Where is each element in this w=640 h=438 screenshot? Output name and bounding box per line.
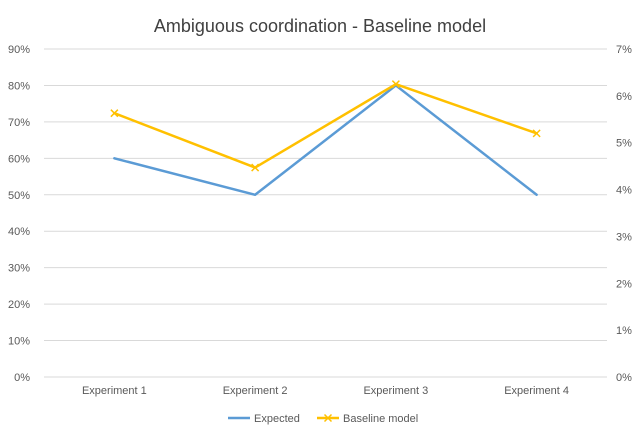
right-tick-label: 6% bbox=[616, 91, 632, 103]
right-axis-ticks: 0% 1% 2% 3% 4% 5% 6% 7% bbox=[616, 44, 632, 384]
legend: Expected Baseline model bbox=[228, 413, 418, 425]
gridlines bbox=[44, 48, 607, 378]
series-line-0 bbox=[113, 84, 538, 197]
series-line-1 bbox=[113, 82, 538, 169]
left-tick-label: 20% bbox=[8, 299, 30, 311]
left-tick-label: 90% bbox=[8, 44, 30, 56]
left-tick-label: 70% bbox=[8, 117, 30, 129]
data-point-marker bbox=[391, 80, 400, 89]
data-point-marker bbox=[110, 109, 119, 118]
left-tick-label: 30% bbox=[8, 263, 30, 275]
series-group bbox=[110, 80, 541, 197]
right-tick-label: 0% bbox=[616, 372, 632, 384]
legend-marker bbox=[323, 413, 333, 423]
right-tick-label: 7% bbox=[616, 44, 632, 56]
right-tick-label: 1% bbox=[616, 325, 632, 337]
x-axis-ticks: Experiment 1 Experiment 2 Experiment 3 Expe… bbox=[82, 385, 569, 397]
data-point-marker bbox=[532, 129, 541, 138]
data-point-marker bbox=[251, 163, 260, 172]
x-tick-label: Experiment 1 bbox=[82, 385, 147, 397]
legend-label-0: Expected bbox=[254, 413, 300, 425]
right-tick-label: 2% bbox=[616, 278, 632, 290]
right-tick-label: 4% bbox=[616, 185, 632, 197]
x-tick-label: Experiment 4 bbox=[504, 385, 569, 397]
left-tick-label: 40% bbox=[8, 226, 30, 238]
left-tick-label: 0% bbox=[14, 372, 30, 384]
left-tick-label: 50% bbox=[8, 190, 30, 202]
left-tick-label: 80% bbox=[8, 80, 30, 92]
right-tick-label: 5% bbox=[616, 138, 632, 150]
left-tick-label: 60% bbox=[8, 153, 30, 165]
left-axis-ticks: 0% 10% 20% 30% 40% 50% 60% 70% 80% 90% bbox=[8, 44, 30, 384]
x-tick-label: Experiment 3 bbox=[363, 385, 428, 397]
left-tick-label: 10% bbox=[8, 336, 30, 348]
right-tick-label: 3% bbox=[616, 231, 632, 243]
legend-label-1: Baseline model bbox=[343, 413, 418, 425]
x-tick-label: Experiment 2 bbox=[223, 385, 288, 397]
chart-title: Ambiguous coordination - Baseline model bbox=[154, 16, 486, 36]
